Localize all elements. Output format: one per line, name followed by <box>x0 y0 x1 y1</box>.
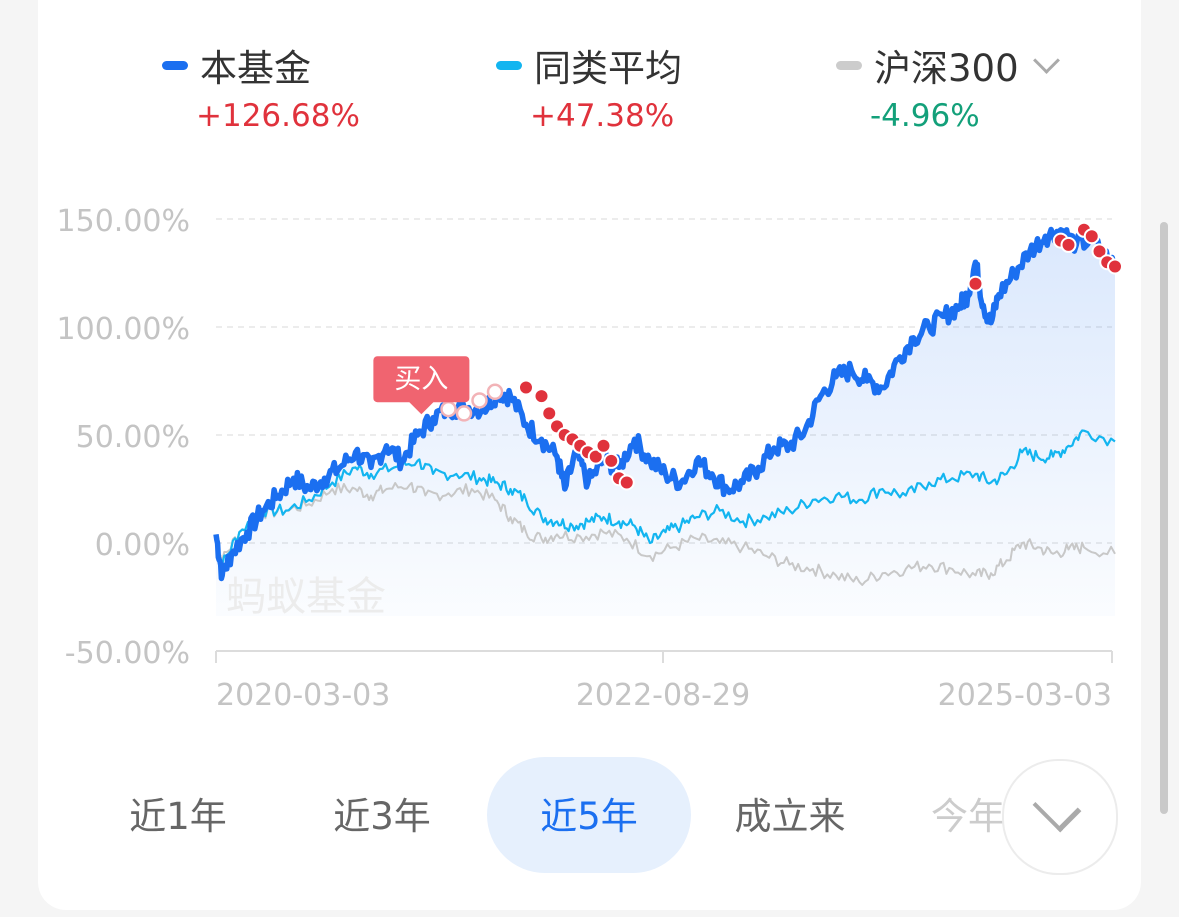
trade-marker <box>603 452 620 469</box>
trade-marker <box>533 388 550 405</box>
fund-area <box>216 229 1115 616</box>
performance-chart[interactable]: 150.00% 100.00% 50.00% 0.00% -50.00% 2020-03-… <box>38 0 1141 740</box>
trade-marker-hollow <box>486 383 504 401</box>
trade-marker <box>518 379 534 396</box>
legend-benchmark-value: -4.96% <box>870 98 980 134</box>
legend-benchmark-name: 沪深300 <box>874 47 1019 90</box>
y-tick-label: -50.00% <box>65 636 190 671</box>
legend-benchmark[interactable]: 沪深300 -4.96% <box>836 40 1060 134</box>
x-tick-label: 2025-03-03 <box>938 678 1112 713</box>
legend-category-average[interactable]: 同类平均 +47.38% <box>496 40 682 134</box>
y-tick-label: 0.00% <box>95 528 190 563</box>
legend-fund-swatch <box>162 60 188 70</box>
fund-series-line <box>213 226 1118 582</box>
y-tick-label: 50.00% <box>76 420 190 455</box>
chevron-down-icon <box>1032 783 1082 833</box>
legend-fund-name: 本基金 <box>200 47 311 90</box>
trade-marker <box>595 437 612 454</box>
trade-marker <box>1083 228 1100 245</box>
category-series-line <box>214 429 1116 569</box>
scrollbar[interactable] <box>1160 222 1168 814</box>
x-tick-label: 2022-08-29 <box>576 678 750 713</box>
legend-benchmark-swatch <box>836 60 862 70</box>
buy-marker-tooltip <box>373 356 470 415</box>
trade-marker <box>1091 243 1108 260</box>
y-tick-label: 150.00% <box>57 204 190 239</box>
trade-marker-hollow <box>471 392 488 409</box>
benchmark-series-line <box>215 481 1116 586</box>
trade-marker <box>618 474 635 491</box>
tab-this-year[interactable]: 今年 <box>931 795 1005 838</box>
legend-fund-value: +126.68% <box>196 98 360 134</box>
trade-marker <box>541 405 558 422</box>
trade-marker <box>1107 258 1123 275</box>
legend-category-swatch <box>496 60 522 70</box>
trade-marker-hollow <box>455 405 473 422</box>
tab-5-year[interactable]: 近5年 <box>487 757 691 873</box>
more-periods-button[interactable] <box>1002 759 1118 875</box>
legend-category-name: 同类平均 <box>534 47 682 90</box>
period-tabs: 近1年 近3年 近5年 成立来 今年 <box>38 757 1141 873</box>
tab-since-inception[interactable]: 成立来 <box>734 795 846 838</box>
trade-marker <box>1060 236 1077 253</box>
legend-category-value: +47.38% <box>530 98 675 134</box>
chart-card: 本基金 +126.68% 同类平均 +47.38% 沪深300 -4.96% 1… <box>38 0 1141 910</box>
y-tick-label: 100.00% <box>57 312 190 347</box>
trade-marker <box>587 448 604 465</box>
tab-1-year[interactable]: 近1年 <box>129 795 227 838</box>
x-tick-label: 2020-03-03 <box>216 678 390 713</box>
legend-fund[interactable]: 本基金 +126.68% <box>162 40 360 134</box>
legend: 本基金 +126.68% 同类平均 +47.38% 沪深300 -4.96% <box>38 40 1141 150</box>
watermark: 蚂蚁基金 <box>226 574 386 620</box>
trade-marker-hollow <box>440 400 457 418</box>
buy-marker-label: 买入 <box>394 364 448 395</box>
tab-3-year[interactable]: 近3年 <box>333 795 431 838</box>
trade-marker <box>967 275 984 292</box>
